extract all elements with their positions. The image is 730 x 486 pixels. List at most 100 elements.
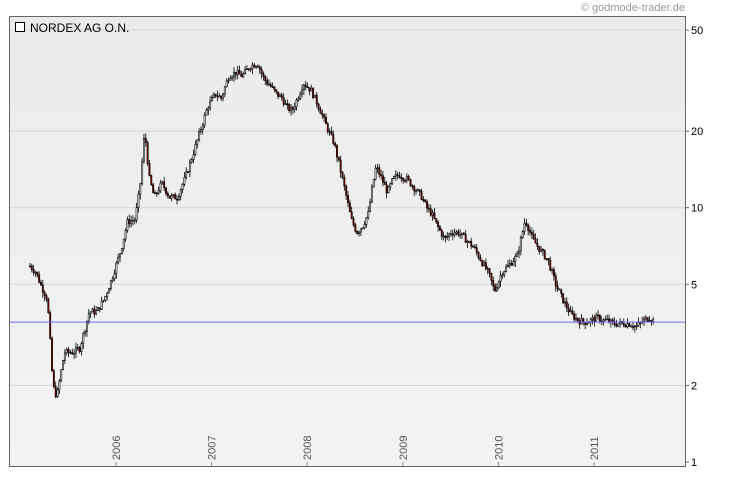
candle-body	[275, 89, 278, 93]
candle-body	[255, 65, 258, 68]
candle-body	[93, 308, 96, 315]
candle-body	[91, 308, 94, 313]
candle-body	[345, 185, 348, 196]
candle-body	[433, 212, 436, 219]
plot-area	[10, 17, 685, 466]
x-tick-label: 2010	[493, 436, 505, 460]
candle-body	[32, 269, 35, 273]
candle-body	[593, 317, 596, 322]
candle-body	[268, 83, 270, 86]
candle-body	[187, 171, 190, 173]
candle-body	[40, 282, 42, 286]
candle-body	[330, 131, 333, 135]
candle-body	[126, 219, 129, 231]
candle-body	[131, 220, 134, 222]
candle-body	[86, 320, 88, 332]
candle-body	[69, 352, 72, 354]
candle-body	[501, 274, 504, 277]
candle-body	[323, 114, 326, 118]
candle-body	[279, 94, 281, 97]
y-tick-label: 2	[691, 380, 697, 392]
y-tick-label: 5	[691, 279, 697, 291]
candle-body	[369, 201, 372, 212]
candle-body	[106, 292, 109, 297]
y-axis: 1 2 5 10 20 50	[685, 25, 703, 469]
candle-body	[556, 285, 559, 290]
candle-body	[291, 107, 294, 110]
candle-body	[468, 240, 471, 243]
candle-body	[376, 167, 379, 170]
candle-body	[308, 87, 311, 92]
candle-body	[74, 347, 77, 354]
candle-body	[60, 369, 63, 382]
candle-body	[159, 182, 162, 192]
candle-body	[207, 107, 210, 111]
candle-body	[394, 174, 397, 177]
candle-body	[225, 80, 228, 88]
candle-body	[540, 249, 542, 252]
candle-body	[181, 184, 184, 191]
candle-body	[122, 238, 125, 249]
candle-body	[170, 195, 173, 199]
candle-body	[89, 311, 92, 315]
x-tick-label: 2011	[589, 436, 601, 460]
candle-body	[198, 131, 201, 141]
candle-body	[45, 295, 48, 300]
candle-body	[462, 232, 465, 235]
candle-body	[144, 137, 147, 143]
candle-body	[611, 319, 614, 323]
candle-body	[358, 231, 360, 235]
candle-body	[137, 193, 140, 209]
candle-body	[29, 265, 31, 268]
candle-body	[245, 68, 248, 71]
candle-body	[494, 285, 497, 292]
candle-body	[295, 99, 298, 108]
candle-body	[51, 338, 53, 372]
candle-body	[251, 64, 254, 70]
candle-body	[582, 318, 585, 323]
candle-body	[530, 231, 533, 235]
candle-body	[201, 124, 204, 130]
y-tick-label: 50	[691, 25, 703, 37]
candle-body	[194, 144, 197, 155]
candle-body	[372, 178, 375, 188]
candle-body	[416, 189, 419, 192]
candle-body	[391, 178, 394, 185]
candle-body	[396, 174, 399, 177]
candle-body	[212, 93, 215, 98]
candle-body	[354, 224, 357, 232]
candle-body	[222, 93, 224, 99]
candle-body	[310, 87, 313, 92]
candle-body	[47, 298, 50, 314]
candle-body	[426, 201, 429, 209]
candle-body	[407, 176, 410, 180]
candle-body	[409, 179, 412, 187]
candle-body	[552, 269, 555, 277]
candle-body	[484, 262, 487, 270]
candle-body	[56, 389, 59, 398]
candle-body	[514, 255, 517, 262]
candle-body	[133, 219, 136, 222]
candle-body	[113, 273, 116, 280]
candle-body	[139, 183, 142, 195]
candle-body	[564, 301, 566, 304]
candle-body	[473, 246, 476, 248]
candle-body	[450, 233, 452, 236]
candle-body	[652, 319, 655, 322]
candle-body	[78, 347, 81, 352]
candle-body	[343, 177, 346, 187]
candle-body	[234, 71, 237, 76]
candle-body	[505, 266, 508, 272]
candle-body	[146, 142, 149, 164]
candle-body	[529, 230, 531, 233]
candle-body	[152, 184, 155, 194]
candle-body	[233, 71, 235, 78]
candle-body	[168, 195, 171, 199]
candle-body	[67, 349, 70, 353]
candle-body	[444, 235, 447, 238]
candle-body	[475, 247, 478, 253]
candle-body	[604, 319, 607, 321]
candle-body	[477, 252, 480, 258]
candle-body	[565, 301, 568, 309]
candle-body	[508, 263, 511, 266]
